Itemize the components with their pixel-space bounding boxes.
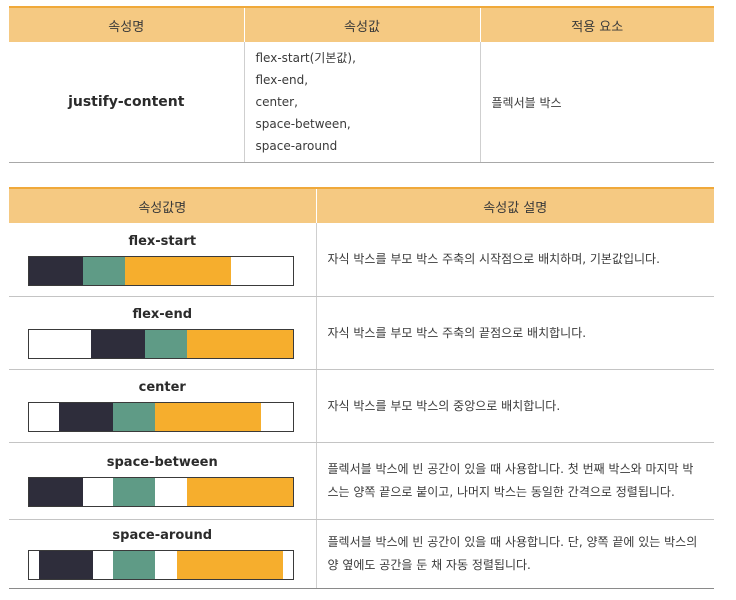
property-table: 속성명 속성값 적용 요소 justify-content flex-start…	[9, 6, 714, 163]
header-value-name: 속성값명	[9, 187, 316, 223]
child-box-2	[83, 256, 125, 285]
property-value-item: flex-start(기본값),	[255, 51, 356, 65]
value-row-flex-end: flex-end 자식 박스를 부모 박스 주축의 끝점으로 배치합니다.	[9, 296, 714, 370]
header-property-name: 속성명	[9, 6, 244, 42]
child-box-3	[187, 330, 293, 358]
value-name: center	[138, 380, 186, 395]
value-name: flex-end	[132, 307, 193, 322]
value-description: 자식 박스를 부모 박스 주축의 끝점으로 배치합니다.	[315, 296, 714, 370]
child-box-2	[113, 551, 155, 579]
value-description: 자식 박스를 부모 박스 주축의 시작점으로 배치하며, 기본값입니다.	[315, 223, 714, 297]
value-row-flex-start: flex-start 자식 박스를 부모 박스 주축의 시작점으로 배치하며, …	[9, 223, 714, 297]
child-box-3	[155, 403, 261, 431]
value-name-cell: center	[9, 369, 316, 443]
property-value-item: space-between,	[255, 117, 351, 131]
child-box-2	[113, 478, 155, 506]
value-table: 속성값명 속성값 설명 flex-start 자식 박스를 부모 박스 주축의 …	[9, 187, 714, 589]
value-description: 자식 박스를 부모 박스의 중앙으로 배치합니다.	[315, 369, 714, 443]
property-row: justify-content flex-start(기본값), flex-en…	[9, 42, 714, 163]
value-name-cell: space-between	[9, 442, 316, 520]
child-box-1	[59, 403, 113, 431]
child-box-1	[29, 256, 83, 285]
flex-start-diagram	[28, 255, 294, 286]
space-between-diagram	[28, 477, 294, 507]
applies-to-cell: 플렉서블 박스	[479, 42, 714, 163]
header-value-description: 속성값 설명	[315, 187, 714, 223]
child-box-3	[125, 256, 231, 285]
value-description: 플렉서블 박스에 빈 공간이 있을 때 사용합니다. 단, 양쪽 끝에 있는 박…	[315, 519, 714, 589]
value-name: flex-start	[128, 233, 197, 249]
header-property-value: 속성값	[243, 6, 480, 42]
child-box-1	[39, 551, 93, 579]
child-box-1	[29, 478, 83, 506]
value-row-space-around: space-around 플렉서블 박스에 빈 공간이 있을 때 사용합니다. …	[9, 519, 714, 589]
value-name-cell: space-around	[9, 519, 316, 589]
child-box-3	[187, 478, 293, 506]
value-name: space-around	[112, 528, 213, 543]
child-box-2	[113, 403, 155, 431]
child-box-2	[145, 330, 187, 358]
value-description: 플렉서블 박스에 빈 공간이 있을 때 사용합니다. 첫 번째 박스와 마지막 …	[315, 442, 714, 520]
space-around-diagram	[28, 550, 294, 580]
child-box-3	[177, 551, 283, 579]
value-name-cell: flex-end	[9, 296, 316, 370]
property-name: justify-content	[9, 42, 244, 163]
center-diagram	[28, 402, 294, 432]
value-row-center: center 자식 박스를 부모 박스의 중앙으로 배치합니다.	[9, 369, 714, 443]
flex-end-diagram	[28, 329, 294, 359]
property-value-item: flex-end,	[255, 73, 309, 87]
property-value-item: space-around	[255, 139, 338, 153]
property-value-item: center,	[255, 95, 298, 109]
value-table-header: 속성값명 속성값 설명	[9, 187, 714, 223]
value-name-cell: flex-start	[9, 223, 316, 297]
header-applies-to: 적용 요소	[479, 6, 714, 42]
property-table-header: 속성명 속성값 적용 요소	[9, 6, 714, 42]
value-row-space-between: space-between 플렉서블 박스에 빈 공간이 있을 때 사용합니다.…	[9, 442, 714, 520]
property-values-list: flex-start(기본값), flex-end, center, space…	[243, 42, 480, 163]
child-box-1	[91, 330, 145, 358]
value-name: space-between	[106, 455, 218, 470]
